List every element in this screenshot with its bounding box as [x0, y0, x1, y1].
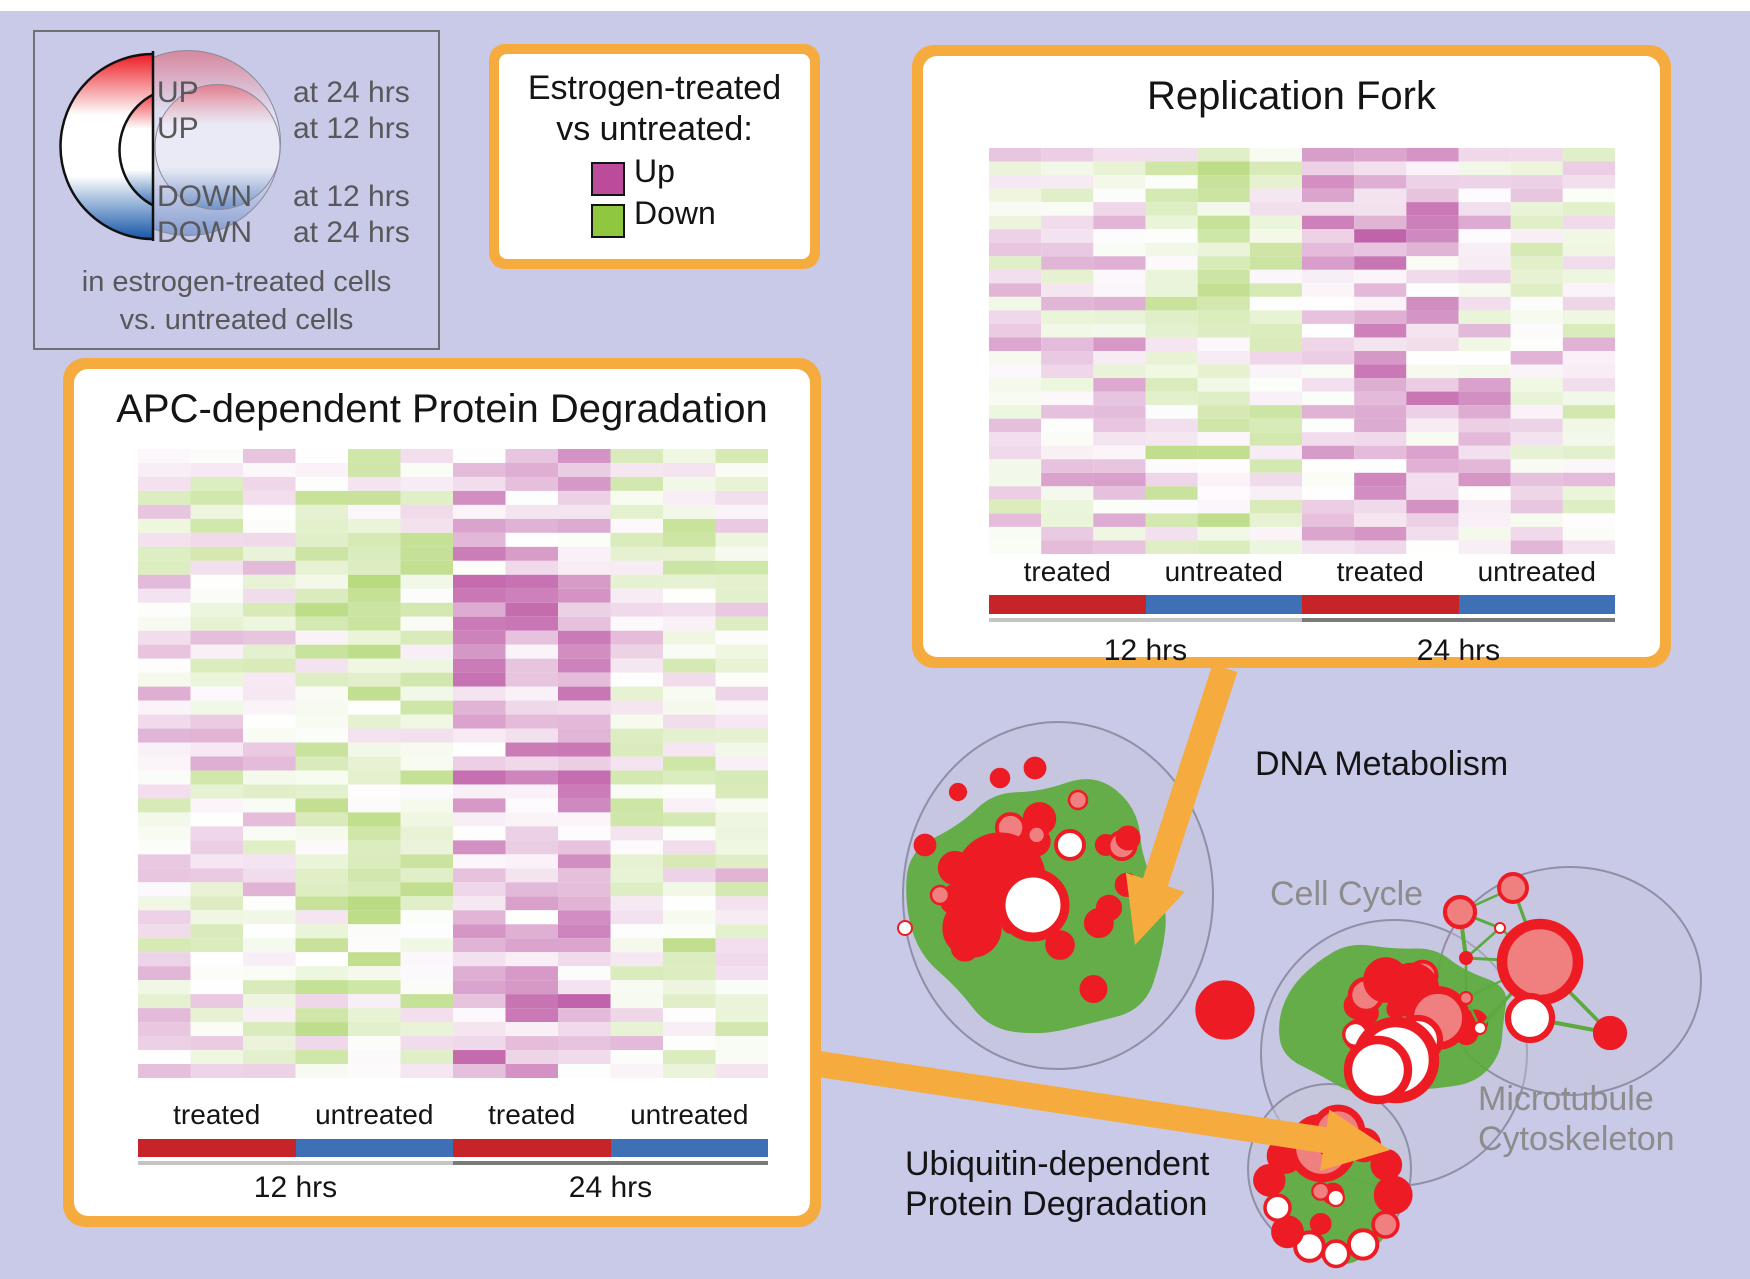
svg-text:Cytoskeleton: Cytoskeleton — [1478, 1120, 1675, 1158]
svg-text:Cell Cycle: Cell Cycle — [1270, 875, 1423, 913]
svg-text:Ubiquitin-dependent: Ubiquitin-dependent — [905, 1145, 1210, 1183]
svg-text:DNA Metabolism: DNA Metabolism — [1255, 745, 1508, 783]
svg-text:Microtubule: Microtubule — [1478, 1080, 1654, 1118]
svg-text:Protein Degradation: Protein Degradation — [905, 1185, 1207, 1223]
